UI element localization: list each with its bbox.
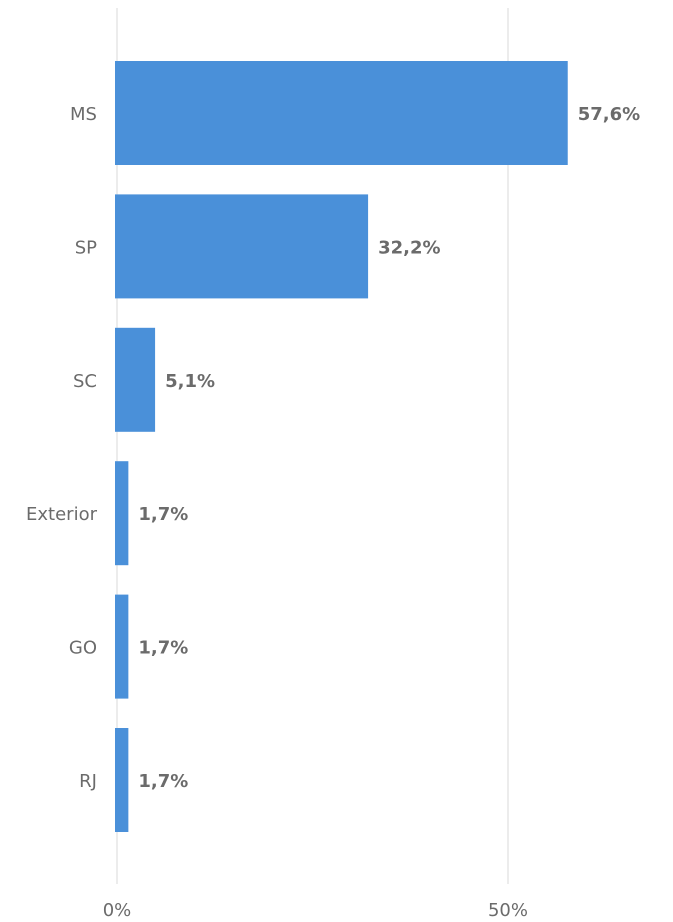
category-label: RJ: [79, 771, 97, 792]
bar-sp: [115, 194, 369, 299]
category-label: SC: [73, 371, 97, 392]
category-label: MS: [70, 104, 97, 125]
bar-go: [115, 594, 129, 699]
value-label: 32,2%: [378, 237, 440, 258]
bar-layer: [115, 61, 568, 832]
value-label: 1,7%: [138, 638, 188, 659]
value-label: 1,7%: [138, 504, 188, 525]
bar-exterior: [115, 461, 129, 566]
value-label: 5,1%: [165, 371, 215, 392]
value-label: 57,6%: [578, 104, 640, 125]
bar-sc: [115, 327, 156, 432]
category-label: SP: [75, 237, 97, 258]
category-label: GO: [69, 638, 97, 659]
bar-ms: [115, 61, 568, 165]
x-tick-label: 0%: [103, 900, 132, 921]
bar-rj: [115, 728, 129, 832]
category-label: Exterior: [26, 504, 98, 525]
label-layer: 0% 50% MS 57,6% SP 32,2% SC 5,1% Exterior 1,7% GO 1…: [26, 104, 640, 921]
x-tick-label: 50%: [488, 900, 528, 921]
value-label: 1,7%: [138, 771, 188, 792]
